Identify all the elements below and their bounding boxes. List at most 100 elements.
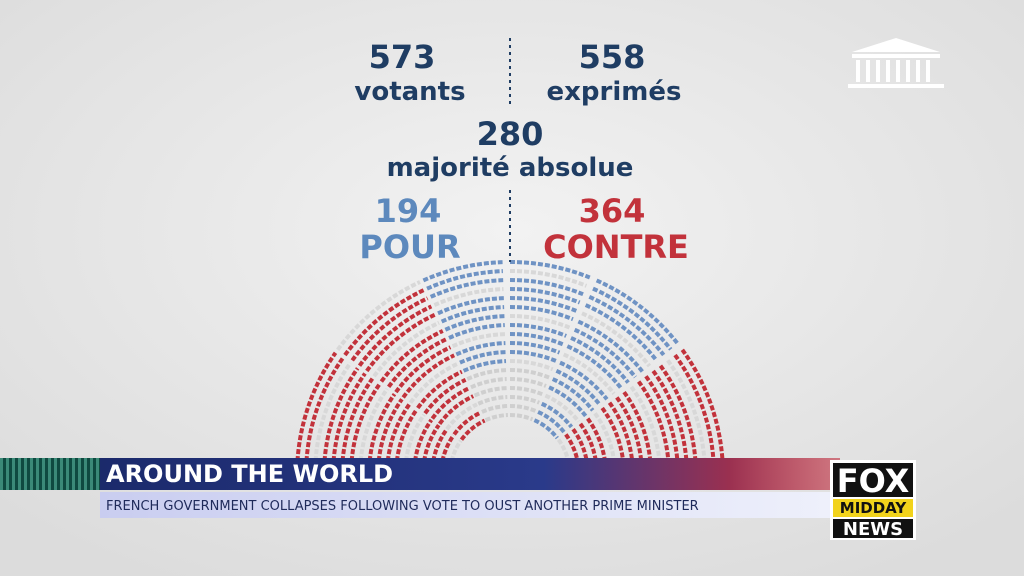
seat-row <box>365 312 437 373</box>
votants-number: 573 <box>369 38 436 76</box>
exprimes-number: 558 <box>579 38 646 76</box>
seat-row <box>509 404 537 413</box>
seat-row <box>680 348 725 476</box>
seat-row <box>437 394 475 426</box>
seat-row <box>429 278 504 299</box>
seat-row <box>509 395 540 405</box>
seat-row <box>607 401 635 476</box>
seat-row <box>423 378 467 415</box>
seat-row <box>394 345 452 394</box>
seat-row <box>615 396 644 476</box>
seat-row <box>509 269 588 288</box>
seat-row <box>509 332 564 347</box>
seat-row <box>416 369 463 410</box>
seat-row <box>451 332 506 349</box>
logo-news: NEWS <box>843 519 903 540</box>
seat-row <box>509 341 561 355</box>
seat-row <box>537 410 566 434</box>
seat-row <box>544 393 581 423</box>
seat-row <box>584 303 659 362</box>
seat-row <box>440 305 505 324</box>
seat-row <box>509 314 571 330</box>
seat-row <box>573 327 637 379</box>
pour-label: POUR <box>359 228 460 266</box>
seat-row <box>430 386 471 420</box>
seat-row <box>509 305 574 322</box>
seat-row <box>433 287 504 307</box>
seat-row <box>509 287 581 305</box>
seat-row <box>470 377 507 390</box>
pour-number: 194 <box>375 192 442 230</box>
stripe-decoration <box>0 458 100 490</box>
assembly-icon <box>848 38 944 88</box>
seat-row <box>637 380 671 476</box>
seat-row <box>357 304 433 367</box>
seat-row <box>509 296 578 313</box>
seat-row <box>581 311 652 368</box>
seat-row <box>295 351 338 476</box>
logo-fox: FOX <box>837 462 910 500</box>
seat-row <box>540 401 574 429</box>
votants-label: votants <box>354 77 465 107</box>
seat-row <box>426 269 503 291</box>
seat-row <box>477 395 508 406</box>
seat-row <box>448 323 505 340</box>
seat-row <box>595 278 680 346</box>
exprimes-label: exprimés <box>547 77 682 107</box>
seat-row <box>403 413 426 476</box>
seat-row <box>509 359 554 372</box>
seat-row <box>570 336 630 384</box>
seat-row <box>481 404 508 414</box>
seat-row <box>509 377 547 388</box>
seat-row <box>509 350 557 363</box>
logo-midday: MIDDAY <box>840 499 908 517</box>
seat-row <box>466 368 507 381</box>
seat-row <box>473 386 508 398</box>
seat-row <box>509 386 544 397</box>
seat-row <box>452 410 482 436</box>
seat-row <box>379 329 444 383</box>
seat-row <box>437 296 504 316</box>
seat-row <box>551 377 595 412</box>
seat-row <box>313 362 352 476</box>
seat-row <box>509 368 551 380</box>
channel-logo: FOX MIDDAY NEWS <box>830 460 916 540</box>
headline-bar <box>100 492 830 518</box>
seat-row <box>509 278 584 297</box>
seat-row <box>509 323 567 338</box>
section-title: AROUND THE WORLD <box>106 460 393 488</box>
seat-row <box>444 314 505 332</box>
seat-row <box>555 369 602 407</box>
seat-row <box>586 417 608 476</box>
seat-row <box>533 418 559 440</box>
seat-row <box>336 280 421 351</box>
majorite-number: 280 <box>477 115 544 153</box>
headline: FRENCH GOVERNMENT COLLAPSES FOLLOWING VO… <box>106 499 699 514</box>
contre-number: 364 <box>579 192 646 230</box>
seat-row <box>462 359 507 373</box>
majorite-label: majorité absolue <box>387 153 634 183</box>
section-bar <box>100 458 840 490</box>
seat-row <box>455 341 506 357</box>
seat-row <box>588 295 666 357</box>
seat-row <box>459 350 506 365</box>
seat-row <box>559 360 609 401</box>
seat-row <box>445 402 478 431</box>
seat-row <box>562 352 616 395</box>
seat-row <box>548 385 588 418</box>
seat-row <box>564 433 581 476</box>
seat-row <box>394 408 419 476</box>
seat-row <box>592 286 673 351</box>
seat-row <box>408 361 459 404</box>
seat-row <box>401 353 456 399</box>
seat-row <box>387 337 448 389</box>
contre-label: CONTRE <box>543 228 689 266</box>
seat-row <box>566 344 623 390</box>
seat-row <box>509 413 534 422</box>
seat-row <box>484 413 509 423</box>
seat-row <box>372 320 440 378</box>
seat-row <box>350 296 429 362</box>
seat-row <box>343 288 425 357</box>
seat-row <box>658 364 698 476</box>
